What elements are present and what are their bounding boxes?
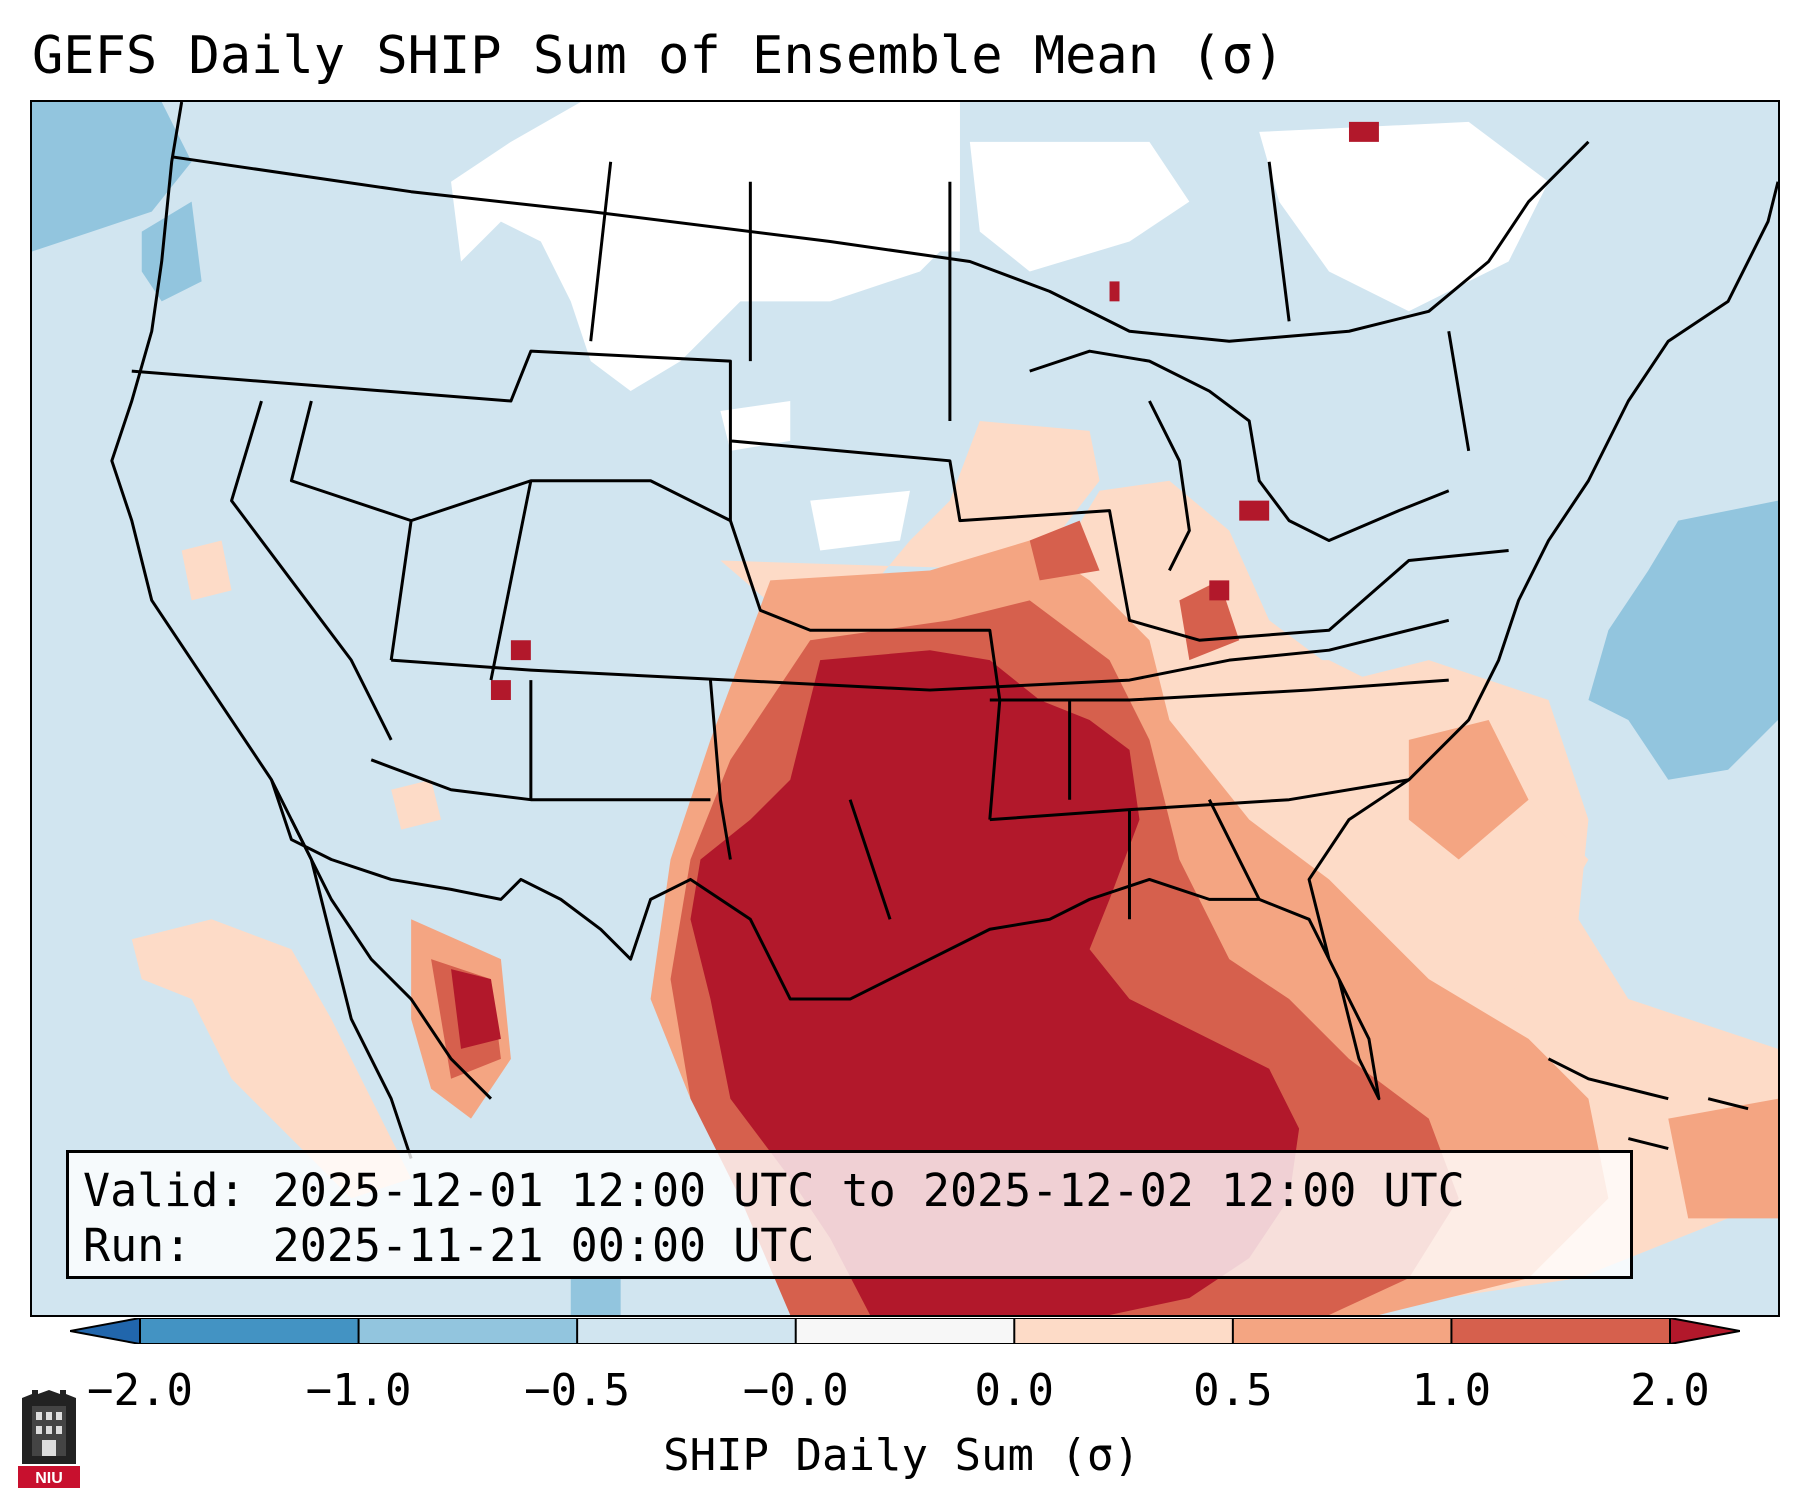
colorbar-tick-label: −0.0	[742, 1365, 849, 1416]
colorbar-tick-label: 1.0	[1411, 1365, 1492, 1416]
colorbar-segment	[795, 1318, 1015, 1344]
svg-text:NIU: NIU	[35, 1470, 63, 1487]
colorbar	[70, 1318, 1740, 1344]
colorbar-label: SHIP Daily Sum (σ)	[663, 1430, 1140, 1481]
colorbar-segment	[1451, 1318, 1671, 1344]
colorbar-segment	[1232, 1318, 1452, 1344]
us-outline	[110, 102, 1778, 1101]
colorbar-tick-label: −2.0	[87, 1365, 193, 1416]
valid-run-info-box: Valid: 2025-12-01 12:00 UTC to 2025-12-0…	[66, 1150, 1633, 1279]
run-line: Run: 2025-11-21 00:00 UTC	[83, 1219, 815, 1272]
great-lakes	[1029, 349, 1450, 543]
canada-us-border	[171, 140, 1590, 343]
map-panel	[30, 100, 1780, 1317]
state-lines	[131, 349, 1509, 642]
field-neutral-areas	[451, 102, 1549, 551]
field-low-areas	[32, 102, 1778, 1315]
field-very-high-areas	[451, 121, 1379, 1315]
colorbar-tick-label: −0.5	[524, 1365, 631, 1416]
geographic-boundaries	[110, 102, 1778, 1159]
colorbar-tick-label: −1.0	[305, 1365, 412, 1416]
colorbar-segment	[577, 1318, 797, 1344]
ship-field-map	[32, 102, 1778, 1315]
colorbar-segment	[358, 1318, 578, 1344]
colorbar-segment	[1014, 1318, 1234, 1344]
colorbar-tick-label: 2.0	[1630, 1365, 1710, 1416]
valid-line: Valid: 2025-12-01 12:00 UTC to 2025-12-0…	[83, 1164, 1465, 1217]
colorbar-extend-high	[1670, 1318, 1740, 1344]
niu-logo-icon: NIU	[18, 1390, 80, 1488]
colorbar-tick-label: 0.0	[974, 1365, 1055, 1416]
colorbar-tick-label: 0.5	[1193, 1365, 1273, 1416]
colorbar-extend-low	[70, 1318, 140, 1344]
caribbean-islands	[1547, 1057, 1669, 1101]
map-title: GEFS Daily SHIP Sum of Ensemble Mean (σ)	[32, 26, 1285, 86]
colorbar-segment	[140, 1318, 360, 1344]
